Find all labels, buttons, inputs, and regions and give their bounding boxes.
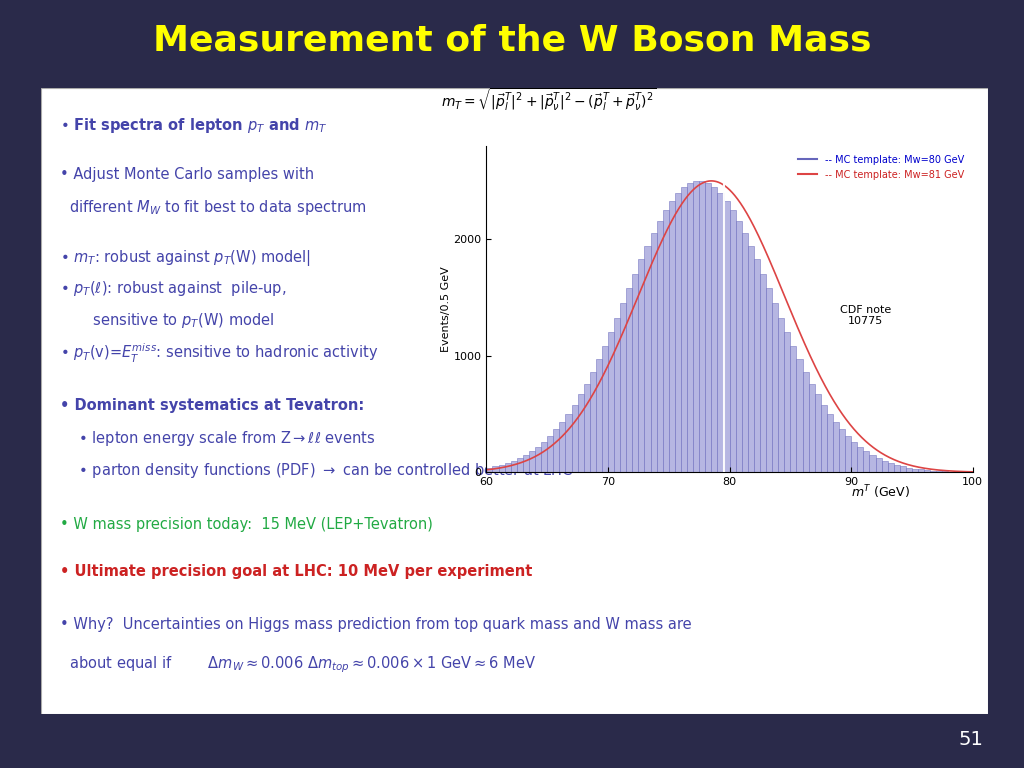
Bar <box>936 471 942 472</box>
Bar <box>876 458 882 472</box>
Bar <box>930 471 936 472</box>
Text: • Why?  Uncertainties on Higgs mass prediction from top quark mass and W mass ar: • Why? Uncertainties on Higgs mass predi… <box>59 617 691 632</box>
Bar <box>675 193 681 472</box>
Bar <box>821 405 827 472</box>
Text: • Fit spectra of lepton $p_T$ and $m_T$: • Fit spectra of lepton $p_T$ and $m_T$ <box>59 117 327 135</box>
Text: Measurement of the W Boson Mass: Measurement of the W Boson Mass <box>153 23 871 58</box>
Bar <box>888 463 894 472</box>
Bar <box>863 452 869 472</box>
Text: • $m_T$: robust against $p_T$(W) model$|$: • $m_T$: robust against $p_T$(W) model$|… <box>59 248 311 268</box>
Bar <box>839 429 845 472</box>
Bar <box>754 260 760 472</box>
Bar <box>803 372 809 472</box>
Bar <box>778 317 784 472</box>
Bar <box>541 442 547 472</box>
Bar <box>536 447 541 472</box>
Bar <box>650 233 656 472</box>
Bar <box>851 442 857 472</box>
Bar <box>712 187 718 472</box>
Bar <box>766 288 772 472</box>
Text: sensitive to $p_T$(W) model: sensitive to $p_T$(W) model <box>59 310 274 329</box>
Bar <box>906 468 912 472</box>
Bar <box>912 468 919 472</box>
Bar <box>693 181 699 472</box>
Bar <box>656 220 663 472</box>
Bar <box>596 359 602 472</box>
Bar <box>724 200 730 472</box>
Bar <box>827 414 833 472</box>
Bar <box>815 395 821 472</box>
Bar <box>529 452 536 472</box>
Bar <box>590 372 596 472</box>
Bar <box>614 317 621 472</box>
Text: CDF note
10775: CDF note 10775 <box>840 305 892 326</box>
Bar <box>833 422 839 472</box>
Bar <box>627 288 633 472</box>
Legend: -- MC template: Mw=80 GeV, -- MC template: Mw=81 GeV: -- MC template: Mw=80 GeV, -- MC templat… <box>794 151 968 184</box>
Bar <box>706 183 712 472</box>
Bar <box>499 465 505 472</box>
Text: • Dominant systematics at Tevatron:: • Dominant systematics at Tevatron: <box>59 398 365 413</box>
Bar <box>791 346 797 472</box>
Bar <box>493 466 499 472</box>
Text: • lepton energy scale from Z$\rightarrow\ell\ell$ events: • lepton energy scale from Z$\rightarrow… <box>59 429 375 449</box>
Bar <box>699 181 706 472</box>
Bar <box>511 461 517 472</box>
Text: about equal if        $\Delta m_W \approx 0.006\ \Delta m_{top} \approx 0.006 \t: about equal if $\Delta m_W \approx 0.006… <box>59 655 537 675</box>
FancyBboxPatch shape <box>41 88 988 714</box>
Bar <box>784 332 791 472</box>
Bar <box>571 405 578 472</box>
Bar <box>559 422 565 472</box>
Text: • Adjust Monte Carlo samples with: • Adjust Monte Carlo samples with <box>59 167 314 181</box>
Text: • $p_T$(v)=$E_T^{miss}$: sensitive to hadronic activity: • $p_T$(v)=$E_T^{miss}$: sensitive to ha… <box>59 342 378 365</box>
Bar <box>718 193 724 472</box>
Bar <box>638 260 644 472</box>
Y-axis label: Events/0.5 GeV: Events/0.5 GeV <box>440 266 451 352</box>
Bar <box>663 210 669 472</box>
Bar <box>687 183 693 472</box>
Bar <box>565 414 571 472</box>
Bar <box>547 436 553 472</box>
Bar <box>900 466 906 472</box>
Bar <box>882 461 888 472</box>
Bar <box>772 303 778 472</box>
Bar <box>505 463 511 472</box>
Bar <box>741 233 748 472</box>
Bar <box>894 465 900 472</box>
Bar <box>925 470 930 472</box>
Bar <box>602 346 608 472</box>
Bar <box>869 455 876 472</box>
Bar <box>621 303 627 472</box>
Bar <box>857 447 863 472</box>
Bar <box>644 246 650 472</box>
Bar <box>523 455 529 472</box>
Bar <box>748 246 754 472</box>
Bar <box>633 273 638 472</box>
Bar <box>845 436 851 472</box>
Text: • W mass precision today:  15 MeV (LEP+Tevatron): • W mass precision today: 15 MeV (LEP+Te… <box>59 517 433 532</box>
Bar <box>517 458 523 472</box>
Text: different $M_W$ to fit best to data spectrum: different $M_W$ to fit best to data spec… <box>59 198 367 217</box>
Bar <box>729 210 735 472</box>
Bar <box>669 200 675 472</box>
Bar <box>919 469 925 472</box>
Bar <box>760 273 766 472</box>
Bar <box>735 220 741 472</box>
Text: 51: 51 <box>958 730 983 749</box>
Bar <box>578 395 584 472</box>
Bar <box>486 468 493 472</box>
Bar <box>809 383 815 472</box>
Bar <box>553 429 559 472</box>
Bar <box>584 383 590 472</box>
Text: • Ultimate precision goal at LHC: 10 MeV per experiment: • Ultimate precision goal at LHC: 10 MeV… <box>59 564 532 579</box>
Bar <box>681 187 687 472</box>
Text: • parton density functions (PDF) $\rightarrow$ can be controlled better at LHC: • parton density functions (PDF) $\right… <box>59 461 573 480</box>
Text: $m^T$ (GeV): $m^T$ (GeV) <box>851 484 910 502</box>
Bar <box>797 359 803 472</box>
Bar <box>608 332 614 472</box>
Text: • $p_T$($\ell$): robust against  pile-up,: • $p_T$($\ell$): robust against pile-up, <box>59 280 287 298</box>
Text: $m_T = \sqrt{|\vec{p}_l^T|^2 + |\vec{p}_\nu^T|^2 - (\vec{p}_l^T + \vec{p}_\nu^T): $m_T = \sqrt{|\vec{p}_l^T|^2 + |\vec{p}_… <box>441 87 657 113</box>
